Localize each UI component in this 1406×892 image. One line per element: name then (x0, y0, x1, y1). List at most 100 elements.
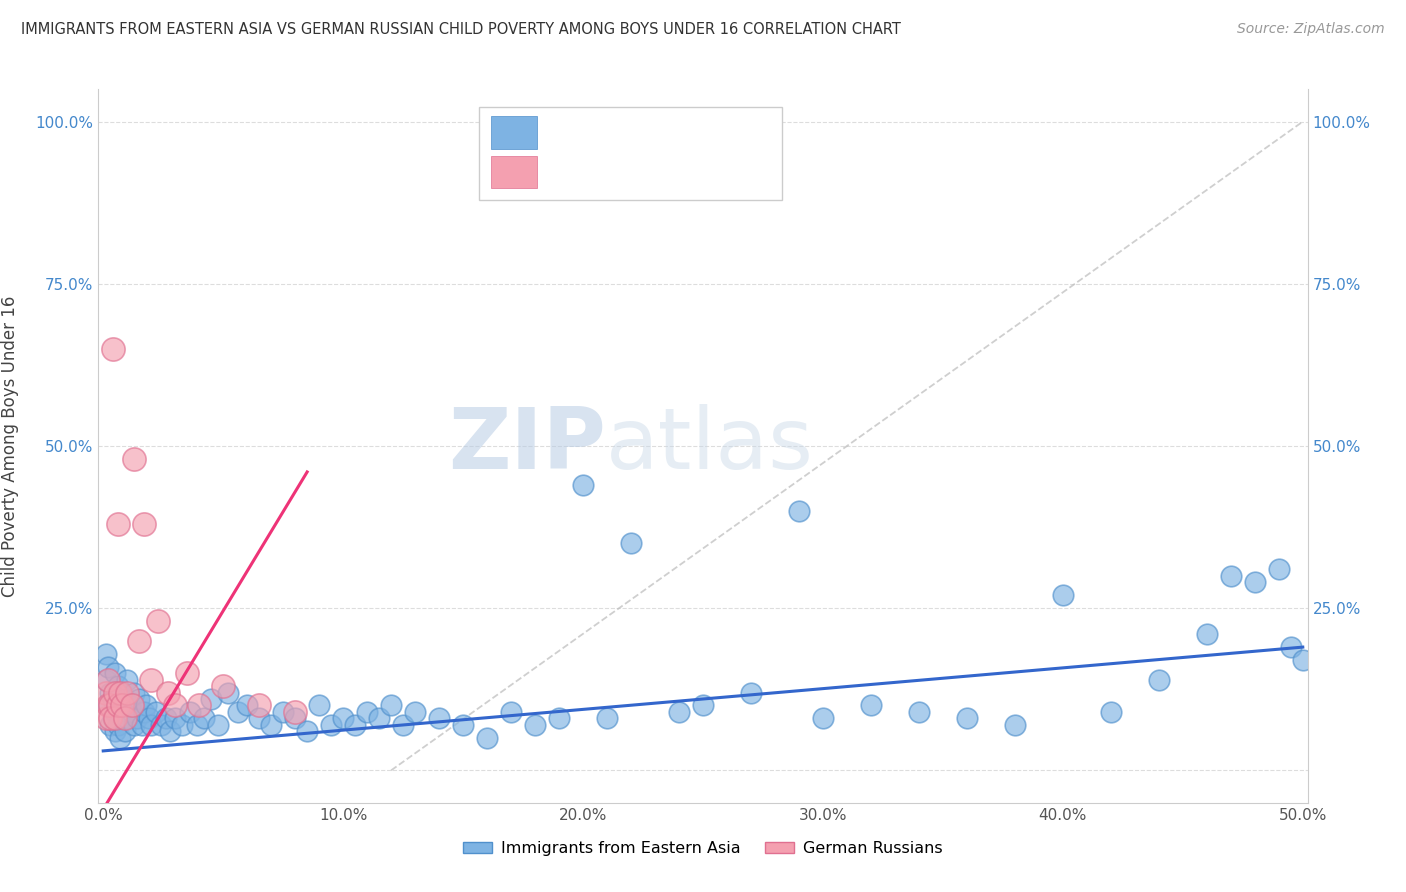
Point (236, 698, 259, 713)
Y-axis label: Child Poverty Among Boys Under 16: Child Poverty Among Boys Under 16 (1, 295, 18, 597)
Point (100, 711, 122, 725)
Point (321, 718, 343, 732)
Point (427, 711, 450, 725)
Point (94, 711, 117, 725)
Point (107, 679, 129, 693)
Point (148, 614, 170, 628)
Point (100, 685, 122, 699)
Point (97, 673, 120, 687)
Point (260, 718, 283, 732)
Point (156, 685, 179, 699)
Point (380, 698, 402, 713)
Point (692, 698, 714, 713)
Point (740, 685, 762, 699)
Point (859, 698, 882, 713)
Point (1243, 575, 1265, 590)
Point (186, 718, 208, 732)
Point (97, 698, 120, 713)
Point (114, 724, 136, 739)
Point (356, 705, 378, 719)
Point (104, 666, 127, 681)
Point (101, 711, 124, 725)
Point (107, 698, 129, 713)
Point (811, 711, 834, 725)
Text: IMMIGRANTS FROM EASTERN ASIA VS GERMAN RUSSIAN CHILD POVERTY AMONG BOYS UNDER 16: IMMIGRANTS FROM EASTERN ASIA VS GERMAN R… (21, 22, 901, 37)
Point (1292, 653, 1315, 667)
Point (104, 724, 127, 739)
Point (284, 711, 307, 725)
Point (94, 685, 117, 699)
Text: Source: ZipAtlas.com: Source: ZipAtlas.com (1237, 22, 1385, 37)
Point (100, 698, 122, 713)
Point (787, 504, 810, 518)
Point (392, 718, 415, 732)
Point (596, 711, 619, 725)
Point (295, 724, 318, 739)
Point (94, 647, 117, 661)
Point (128, 692, 150, 706)
Point (132, 705, 155, 719)
Point (115, 711, 138, 725)
Point (247, 698, 270, 713)
Point (114, 692, 136, 706)
Point (1052, 588, 1074, 602)
Point (1268, 562, 1291, 576)
Point (572, 478, 595, 492)
Point (107, 516, 129, 531)
Point (124, 452, 146, 467)
Point (1279, 640, 1302, 654)
Point (145, 705, 167, 719)
Point (159, 724, 181, 739)
Point (141, 673, 163, 687)
Point (668, 705, 690, 719)
Point (121, 705, 143, 719)
Point (118, 698, 141, 713)
Point (179, 705, 201, 719)
Point (165, 711, 187, 725)
Point (212, 679, 235, 693)
Point (149, 718, 172, 732)
Point (207, 718, 229, 732)
Point (176, 666, 198, 681)
Legend: Immigrants from Eastern Asia, German Russians: Immigrants from Eastern Asia, German Rus… (457, 835, 949, 863)
Point (107, 718, 129, 732)
Point (308, 698, 330, 713)
Point (111, 698, 134, 713)
Point (1195, 627, 1218, 641)
Point (101, 342, 124, 356)
Point (1004, 718, 1026, 732)
Point (193, 711, 215, 725)
Point (132, 516, 155, 531)
Point (475, 731, 498, 745)
Point (108, 731, 131, 745)
Point (271, 705, 294, 719)
Point (332, 711, 354, 725)
Point (114, 711, 136, 725)
Point (956, 711, 979, 725)
Point (101, 692, 124, 706)
Point (908, 705, 931, 719)
Point (499, 705, 522, 719)
Point (131, 718, 153, 732)
Point (451, 718, 474, 732)
Point (217, 685, 239, 699)
Point (108, 685, 131, 699)
Point (188, 698, 211, 713)
Point (124, 685, 146, 699)
Point (620, 536, 643, 550)
Point (138, 711, 160, 725)
Point (97, 698, 120, 713)
Point (104, 685, 127, 699)
Point (115, 673, 138, 687)
Point (1099, 705, 1122, 719)
Point (165, 698, 187, 713)
Point (368, 711, 391, 725)
Point (124, 718, 146, 732)
Point (128, 633, 150, 648)
Point (104, 705, 127, 719)
Point (135, 698, 157, 713)
Point (111, 698, 134, 713)
Point (94, 673, 117, 687)
Point (155, 711, 177, 725)
Point (141, 718, 163, 732)
